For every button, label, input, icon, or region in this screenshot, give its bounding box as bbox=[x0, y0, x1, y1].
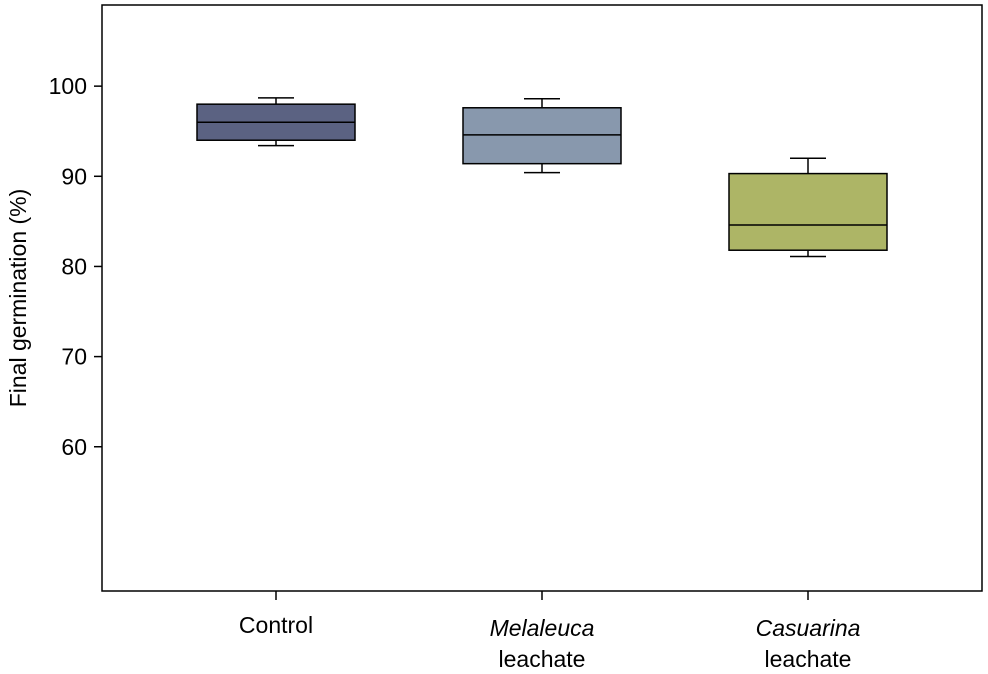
x-category-label: leachate bbox=[499, 646, 586, 672]
x-category-label: Control bbox=[239, 612, 313, 638]
box-body bbox=[462, 107, 622, 165]
box-group bbox=[728, 157, 888, 258]
y-tick-label: 90 bbox=[61, 163, 87, 189]
y-tick-label: 80 bbox=[61, 253, 87, 279]
box-body bbox=[728, 172, 888, 251]
y-tick-label: 60 bbox=[61, 434, 87, 460]
x-category-label-italic: Melaleuca bbox=[490, 615, 595, 641]
plot-frame bbox=[101, 4, 983, 592]
y-tick-label: 70 bbox=[61, 344, 87, 370]
x-category-label-italic: Casuarina bbox=[756, 615, 861, 641]
x-axis: Control Melaleuca leachate Casuarina leachat… bbox=[239, 591, 861, 672]
y-axis: 60 70 80 90 100 bbox=[49, 73, 102, 460]
box-group bbox=[462, 98, 622, 174]
box-series bbox=[196, 97, 888, 258]
box-group bbox=[196, 97, 356, 147]
y-tick-label: 100 bbox=[49, 73, 87, 99]
y-axis-title: Final germination (%) bbox=[5, 189, 31, 408]
x-category-label: leachate bbox=[765, 646, 852, 672]
